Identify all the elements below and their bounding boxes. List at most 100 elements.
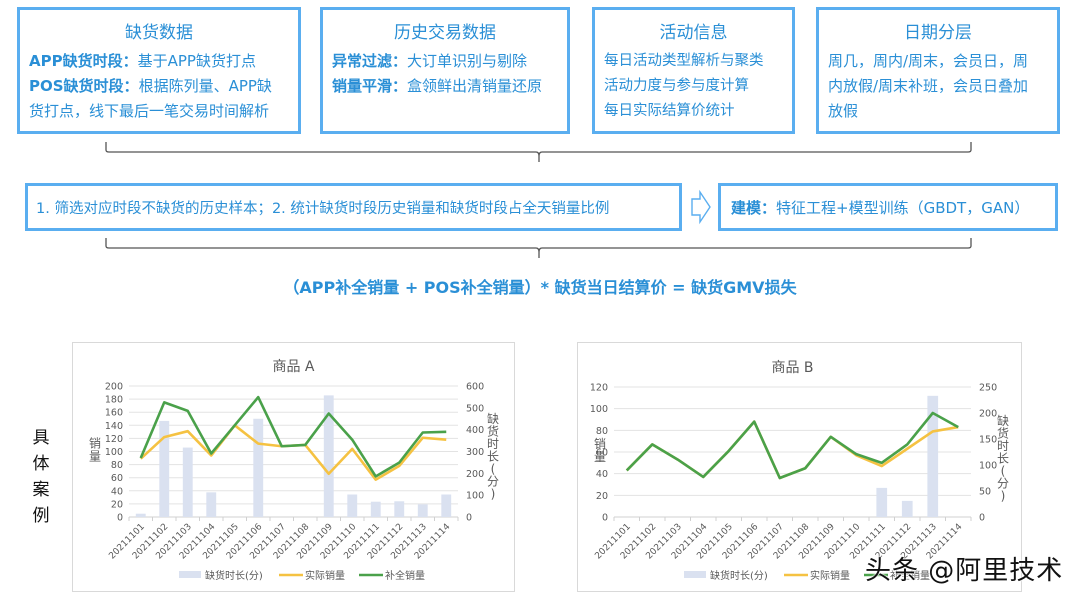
y2-tick-label: 300 <box>466 447 484 458</box>
legend-label: 缺货时长(分) <box>710 569 768 582</box>
bar-stockout-duration <box>927 395 939 517</box>
y2-axis-label: ) <box>491 487 496 501</box>
y-tick-label: 40 <box>596 469 608 480</box>
y2-axis-label: 货 <box>997 426 1009 441</box>
bar-stockout-duration <box>417 504 428 517</box>
legend-label: 实际销量 <box>810 569 850 582</box>
y-axis-label: 销 <box>89 437 101 451</box>
y2-tick-label: 0 <box>466 513 472 524</box>
y-tick-label: 60 <box>596 448 608 459</box>
bar-stockout-duration <box>135 513 146 517</box>
brace-connector-top <box>105 142 972 162</box>
chart-product-a: 商品 A 0 20 40 60 80 100 120 140 160 180 200 0 100 200 30… <box>72 342 515 592</box>
y-tick-label: 180 <box>105 395 123 406</box>
y2-tick-label: 100 <box>979 461 997 472</box>
y-tick-label: 120 <box>590 383 608 394</box>
chart-title: 商品 B <box>771 360 813 376</box>
y-axis-label: 量 <box>89 450 101 464</box>
y-tick-label: 140 <box>105 421 123 432</box>
y-tick-label: 200 <box>105 382 123 393</box>
bar-stockout-duration <box>441 494 452 517</box>
flow-step-sample-stats: 1. 筛选对应时段不缺货的历史样本；2. 统计缺货时段历史销量和缺货时段占全天销… <box>25 183 682 231</box>
y-tick-label: 0 <box>602 513 608 524</box>
box-line: POS缺货时段：根据陈列量、APP缺 <box>29 77 272 95</box>
box-line: 放假 <box>828 102 859 120</box>
bar-stockout-duration <box>253 418 264 517</box>
y2-tick-label: 100 <box>466 491 484 502</box>
box-line: 异常过滤：大订单识别与剔除 <box>332 52 528 70</box>
bar-stockout-duration <box>901 500 913 517</box>
y2-axis-label: 货 <box>487 424 499 439</box>
y2-axis-label: ( <box>1001 464 1006 478</box>
chart-title: 商品 A <box>272 359 314 375</box>
y2-axis-label: ( <box>491 462 496 476</box>
y2-tick-label: 50 <box>979 487 991 498</box>
box-line: 内放假/周末补班，会员日叠加 <box>828 77 1029 95</box>
bar-stockout-duration <box>159 420 170 517</box>
box-line: 每日活动类型解析与聚类 <box>604 53 764 69</box>
y2-tick-label: 400 <box>466 425 484 436</box>
bar-stockout-duration <box>182 447 193 517</box>
box-line: 周几，周内/周末，会员日，周 <box>828 52 1029 70</box>
y2-tick-label: 150 <box>979 435 997 446</box>
legend-label: 补全销量 <box>385 569 425 582</box>
box-line: 销量平滑：盒领鲜出清销量还原 <box>332 77 543 95</box>
y-tick-label: 0 <box>117 513 123 524</box>
chart-product-b: 商品 B 0 20 40 60 80 100 120 0 50 100 150 200 250 销量缺货时长… <box>577 342 1022 592</box>
y-tick-label: 160 <box>105 408 123 419</box>
box-history-trade-data: 历史交易数据 异常过滤：大订单识别与剔除 销量平滑：盒领鲜出清销量还原 <box>320 7 570 134</box>
bar-stockout-duration <box>323 395 334 517</box>
box-date-layering: 日期分层 周几，周内/周末，会员日，周 内放假/周末补班，会员日叠加 放假 <box>816 7 1060 134</box>
box-line: 货打点，线下最后一笔交易时间解析 <box>29 102 270 120</box>
side-label-specific-cases: 具 体 案 例 <box>32 428 50 526</box>
y2-tick-label: 200 <box>466 469 484 480</box>
y-tick-label: 120 <box>105 434 123 445</box>
box-line: 每日实际结算价统计 <box>604 103 735 119</box>
y2-axis-label: 缺 <box>487 411 499 426</box>
y2-axis-label: 长 <box>997 452 1009 466</box>
bar-stockout-duration <box>370 501 381 517</box>
y-tick-label: 20 <box>111 499 123 510</box>
y2-axis-label: ) <box>1001 489 1006 503</box>
bar-stockout-duration <box>876 487 888 517</box>
box-line: 活动力度与参与度计算 <box>604 78 749 94</box>
brace-connector-bottom <box>105 238 972 258</box>
y2-tick-label: 200 <box>979 409 997 420</box>
watermark: 头条 @阿里技术 <box>865 556 1064 586</box>
y-tick-label: 100 <box>590 404 608 415</box>
box-line: APP缺货时段：基于APP缺货打点 <box>29 52 256 70</box>
y2-axis-label: 分 <box>997 477 1009 491</box>
legend-label: 实际销量 <box>305 569 345 582</box>
y-axis-label: 量 <box>594 450 606 464</box>
y-tick-label: 40 <box>111 486 123 497</box>
chart-b-svg: 商品 B020406080100120050100150200250销量缺货时长… <box>590 360 1009 582</box>
y2-tick-label: 0 <box>979 513 985 524</box>
box-activity-info: 活动信息 每日活动类型解析与聚类 活动力度与参与度计算 每日实际结算价统计 <box>592 7 795 134</box>
box-title: 历史交易数据 <box>394 23 496 43</box>
line-series <box>625 411 959 480</box>
gmv-loss-formula: （APP补全销量 + POS补全销量）* 缺货当日结算价 = 缺货GMV损失 <box>283 278 797 297</box>
flow-step-modeling: 建模： 特征工程+模型训练（GBDT，GAN） <box>718 183 1058 231</box>
y-tick-label: 80 <box>111 460 123 471</box>
y2-tick-label: 500 <box>466 403 484 414</box>
y2-axis-label: 时 <box>487 437 499 451</box>
y2-tick-label: 600 <box>466 382 484 393</box>
y-tick-label: 60 <box>111 473 123 484</box>
box-title: 日期分层 <box>904 23 972 43</box>
legend-label: 缺货时长(分) <box>205 569 263 582</box>
box-title: 活动信息 <box>659 23 728 43</box>
y-tick-label: 100 <box>105 447 123 458</box>
bar-stockout-duration <box>206 492 217 517</box>
y2-axis-label: 分 <box>487 475 499 489</box>
flow-step2-text: 特征工程+模型训练（GBDT，GAN） <box>776 198 1030 217</box>
line-series <box>139 395 447 478</box>
box-stockout-data: 缺货数据 APP缺货时段：基于APP缺货打点 POS缺货时段：根据陈列量、APP… <box>17 7 301 134</box>
box-title: 缺货数据 <box>125 23 193 43</box>
bar-stockout-duration <box>394 501 405 517</box>
y2-axis-label: 缺 <box>997 413 1009 428</box>
y-tick-label: 80 <box>596 426 608 437</box>
y-tick-label: 20 <box>596 491 608 502</box>
chart-a-svg: 商品 A 0 20 40 60 80 100 120 140 160 180 200 0 100 200 30… <box>89 359 499 582</box>
y2-axis-label: 时 <box>997 439 1009 453</box>
flow-step2-bold: 建模： <box>731 198 777 217</box>
